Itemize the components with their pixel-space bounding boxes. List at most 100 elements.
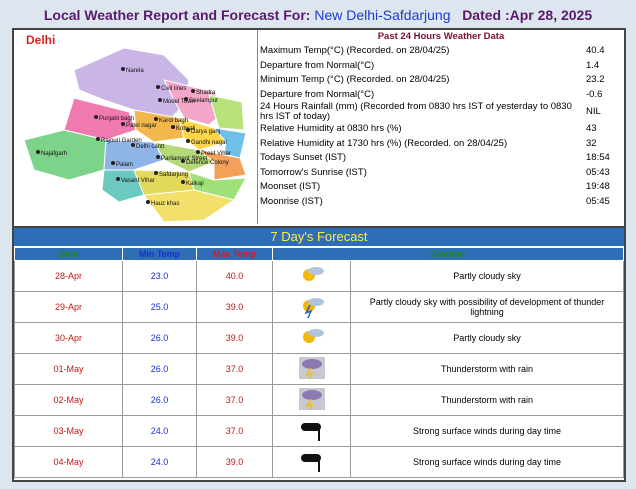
past-weather: Past 24 Hours Weather Data Maximum Temp(… <box>258 30 624 224</box>
past-row: Tomorrow's Sunrise (IST) 05:43 <box>258 166 624 181</box>
past-row: Maximum Temp(°C) (Recorded. on 28/04/25)… <box>258 44 624 59</box>
place-label: Palam <box>116 162 133 168</box>
past-row: Moonset (IST) 19:48 <box>258 180 624 195</box>
forecast-row: 30-Apr 26.0 39.0 Partly cloudy sky <box>14 322 624 354</box>
past-label: Moonset (IST) <box>260 181 321 193</box>
past-title: Past 24 Hours Weather Data <box>377 31 505 42</box>
forecast-row: 03-May 24.0 37.0 Strong surface winds durin… <box>14 415 624 447</box>
weather: Strong surface winds during day time <box>350 446 624 478</box>
place-label: Karol bagh <box>159 118 188 124</box>
map-dot <box>196 150 200 154</box>
past-label: Maximum Temp(°C) (Recorded. on 28/04/25) <box>260 45 450 57</box>
weather: Partly cloudy sky with possibility of de… <box>350 291 624 323</box>
forecast: 7 Day's Forecast Date Min Temp Max Temp Wea… <box>14 226 624 482</box>
icon-cell <box>272 384 351 416</box>
past-value: 18:54 <box>586 152 610 164</box>
past-label: Moonrise (IST) <box>260 195 323 207</box>
icon-cell <box>272 446 351 478</box>
place-label: Vasant Vihar <box>121 178 155 184</box>
place-label: Preet Vihar <box>201 151 231 157</box>
weather-icon <box>300 423 321 441</box>
weather-icon <box>298 357 325 380</box>
past-row: Departure from Normal(°C) -0.6 <box>258 88 624 103</box>
min-temp: 26.0 <box>122 384 197 416</box>
icon-part <box>304 367 314 380</box>
map-dot <box>156 85 160 89</box>
place-label: Rajouri Garden <box>101 138 142 144</box>
max-temp: 40.0 <box>196 260 273 292</box>
station: New Delhi-Safdarjung <box>314 7 451 23</box>
date: 01-May <box>14 353 123 385</box>
min-temp: 23.0 <box>122 260 197 292</box>
map-dot <box>121 122 125 126</box>
map-dot <box>156 155 160 159</box>
past-value: NIL <box>586 106 601 117</box>
past-label: 24 Hours Rainfall (mm) (Recorded from 08… <box>260 101 572 122</box>
map-dot <box>146 200 150 204</box>
column-header: Max Temp <box>196 247 273 261</box>
column-header: Weather <box>272 247 624 261</box>
icon-part <box>307 298 324 306</box>
max-temp: 37.0 <box>196 384 273 416</box>
map-dot <box>116 177 120 181</box>
icon-cell <box>272 260 351 292</box>
icon-part <box>303 304 312 319</box>
place-label: Model Town <box>163 99 195 105</box>
forecast-row: 29-Apr 25.0 39.0 Partly cloudy sky with pos… <box>14 291 624 323</box>
place-label: Civil lines <box>161 86 186 92</box>
past-label: Minimum Temp (°C) (Recorded. on 28/04/25… <box>260 74 450 86</box>
forecast-row: 01-May 26.0 37.0 Thunderstorm with rain <box>14 353 624 385</box>
date: 28-Apr <box>14 260 123 292</box>
past-row: 24 Hours Rainfall (mm) (Recorded from 08… <box>258 102 624 122</box>
map-dot <box>181 180 185 184</box>
past-value: 32 <box>586 137 597 149</box>
icon-part <box>300 454 321 462</box>
frame: Delhi Narela Civil lines Model Town Shadra S… <box>12 28 626 482</box>
map-dot <box>36 150 40 154</box>
max-temp: 39.0 <box>196 322 273 354</box>
icon-cell <box>272 353 351 385</box>
past-value: 1.4 <box>586 59 600 71</box>
past-value: 40.4 <box>586 45 605 57</box>
date: 29-Apr <box>14 291 123 323</box>
icon-part <box>301 359 322 369</box>
max-temp: 37.0 <box>196 353 273 385</box>
map-dot <box>111 161 115 165</box>
weather-icon <box>302 267 324 281</box>
icon-cell <box>272 291 351 323</box>
map-dot <box>171 125 175 129</box>
past-row: Departure from Normal(°C) 1.4 <box>258 59 624 74</box>
place-label: Safdarjung <box>159 172 188 178</box>
weather: Partly cloudy sky <box>350 260 624 292</box>
place-label: Defence Colony <box>186 160 229 166</box>
weather-icon <box>298 388 325 411</box>
past-row: Relative Humidity at 1730 hrs (%) (Recor… <box>258 137 624 152</box>
map-dot <box>121 67 125 71</box>
max-temp: 39.0 <box>196 446 273 478</box>
map-title: Delhi <box>26 33 55 47</box>
past-label: Departure from Normal(°C) <box>260 59 375 71</box>
place-label: Kotwali <box>176 126 195 132</box>
forecast-row: 04-May 24.0 39.0 Strong surface winds durin… <box>14 446 624 478</box>
map-dot <box>158 98 162 102</box>
weather-icon <box>300 454 321 472</box>
dated: Dated :Apr 28, 2025 <box>462 7 593 23</box>
place-label: Delhi cantt <box>136 144 165 150</box>
min-temp: 25.0 <box>122 291 197 323</box>
date: 30-Apr <box>14 322 123 354</box>
map-dot <box>191 89 195 93</box>
max-temp: 37.0 <box>196 415 273 447</box>
past-value: -0.6 <box>586 88 603 100</box>
date: 02-May <box>14 384 123 416</box>
min-temp: 24.0 <box>122 446 197 478</box>
column-header: Min Temp <box>122 247 197 261</box>
past-row: Todays Sunset (IST) 18:54 <box>258 151 624 166</box>
past-label: Relative Humidity at 1730 hrs (%) (Recor… <box>260 137 508 149</box>
icon-part <box>304 398 314 411</box>
title: Local Weather Report and Forecast For: <box>43 7 311 23</box>
column-header: Date <box>14 247 123 261</box>
past-value: 43 <box>586 123 597 135</box>
place-label: Seelampur <box>189 98 218 104</box>
map-dot <box>181 159 185 163</box>
